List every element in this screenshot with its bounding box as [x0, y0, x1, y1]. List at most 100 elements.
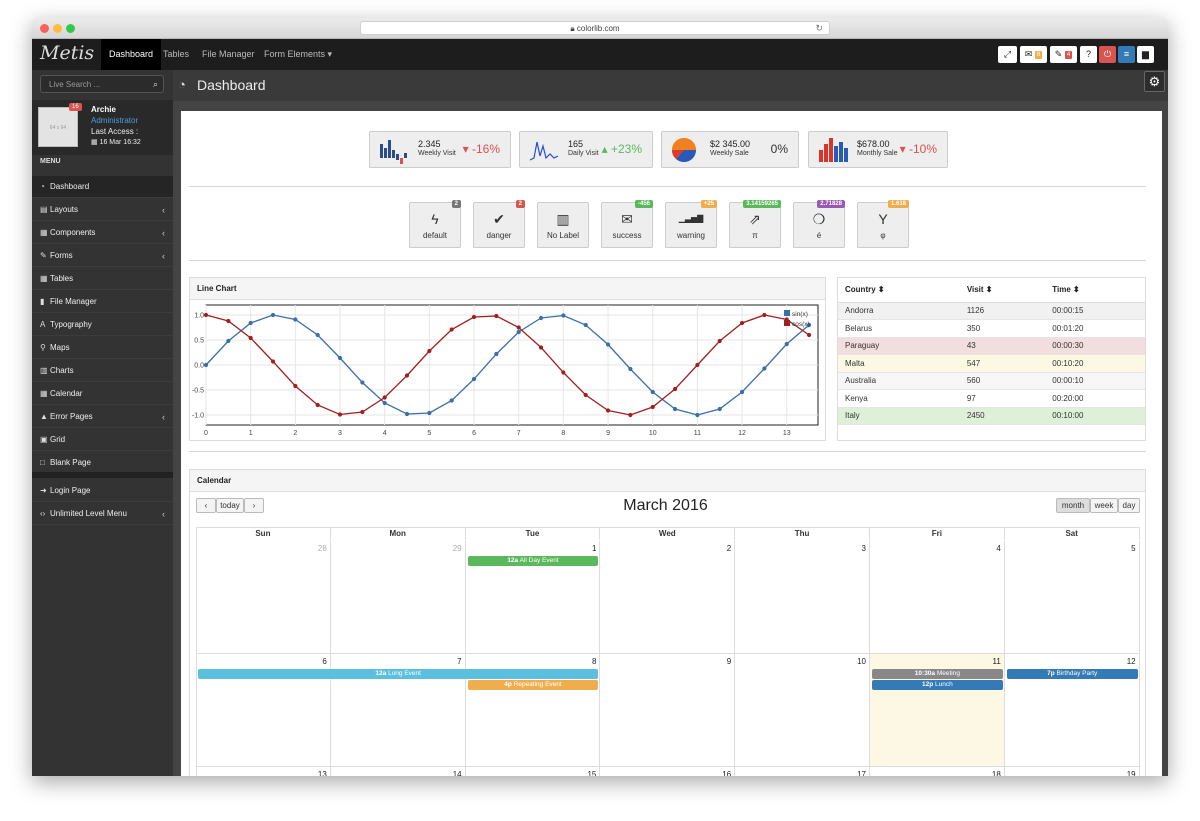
- day-cell[interactable]: 17: [735, 767, 870, 776]
- quick-button-3[interactable]: ✉ success -456: [601, 200, 653, 248]
- day-cell[interactable]: 8: [465, 654, 601, 767]
- reload-icon[interactable]: ↻: [815, 23, 823, 33]
- help-button[interactable]: ?: [1080, 46, 1097, 63]
- day-cell[interactable]: 5: [1004, 541, 1140, 654]
- day-cell[interactable]: 29: [330, 541, 466, 654]
- day-cell[interactable]: 3: [735, 541, 870, 654]
- calendar-event[interactable]: 12p Lunch: [872, 680, 1003, 690]
- chat-button[interactable]: ▆: [1137, 46, 1154, 63]
- day-cell[interactable]: 7: [330, 654, 466, 767]
- calendar-next-button[interactable]: ›: [244, 498, 264, 513]
- sidebar-item-dashboard[interactable]: ◔ Dashboard: [32, 176, 173, 198]
- day-cell[interactable]: 1: [465, 541, 601, 654]
- live-search-input[interactable]: Live Search ... ⌕: [40, 75, 164, 93]
- calendar-event[interactable]: 12a All Day Event: [467, 556, 599, 566]
- quick-button-6[interactable]: ❍ é 2.71828: [793, 200, 845, 248]
- close-window-button[interactable]: [40, 24, 49, 33]
- day-cell[interactable]: 6: [196, 654, 331, 767]
- day-cell[interactable]: 16: [600, 767, 736, 776]
- sidebar-item-calendar[interactable]: ▦ Calendar: [32, 383, 173, 405]
- sidebar-item-tables[interactable]: ▦ Tables: [32, 268, 173, 290]
- col-country[interactable]: Country ⬍: [838, 278, 960, 303]
- sidebar-item-grid[interactable]: ▣ Grid: [32, 429, 173, 451]
- stat-monthly-sale[interactable]: $678.00 Monthly Sale ▾ -10%: [808, 131, 948, 168]
- nav-tables[interactable]: Tables: [163, 49, 190, 59]
- sidebar-item-unlimited-level-menu[interactable]: ‹› Unlimited Level Menu ‹: [32, 503, 173, 525]
- user-role-link[interactable]: Administrator: [91, 116, 139, 125]
- sidebar-item-charts[interactable]: ▥ Charts: [32, 360, 173, 382]
- view-month-button[interactable]: month: [1056, 498, 1090, 513]
- data-point: [628, 366, 633, 372]
- day-cell[interactable]: 9: [600, 654, 736, 767]
- avatar[interactable]: 64 x 64: [38, 107, 78, 147]
- minimize-window-button[interactable]: [53, 24, 62, 33]
- col-visit[interactable]: Visit ⬍: [959, 278, 1046, 303]
- sidebar-item-error-pages[interactable]: ▲ Error Pages ‹: [32, 406, 173, 428]
- sidebar-item-forms[interactable]: ✎ Forms ‹: [32, 245, 173, 267]
- calendar-event[interactable]: 7p Birthday Party: [1006, 669, 1138, 679]
- nav-form-elements[interactable]: Form Elements ▾: [264, 49, 333, 59]
- quick-button-4[interactable]: ▁▃▅▇ warning +25: [665, 200, 717, 248]
- day-cell[interactable]: 13: [196, 767, 331, 776]
- address-bar[interactable]: 🔒︎ colorlib.com ↻: [360, 21, 830, 35]
- fullscreen-button[interactable]: ⤢: [998, 46, 1017, 63]
- calendar-today-button[interactable]: today: [216, 498, 244, 513]
- sidebar-item-file-manager[interactable]: ▮ File Manager: [32, 291, 173, 313]
- day-cell[interactable]: 4: [870, 541, 1005, 654]
- stat-daily-visit[interactable]: 165 Daily Visit ▴ +23%: [519, 131, 653, 168]
- mail-button[interactable]: ✉ 8: [1020, 46, 1047, 63]
- series-line-1: [205, 314, 810, 416]
- data-point: [494, 351, 499, 357]
- calendar-event[interactable]: 12a Long Event: [198, 669, 599, 679]
- day-cell[interactable]: 10: [735, 654, 870, 767]
- quick-button-2[interactable]: ▥ No Label: [537, 202, 589, 248]
- legend-swatch: [784, 310, 790, 316]
- day-number: 7: [457, 657, 462, 666]
- day-cell[interactable]: 12: [1004, 654, 1140, 767]
- calendar-event[interactable]: 10:30a Meeting: [872, 669, 1003, 679]
- logo[interactable]: Metis: [40, 42, 95, 64]
- quick-button-0[interactable]: ϟ default 2: [409, 200, 461, 248]
- stat-weekly-sale[interactable]: $2 345.00 Weekly Sale 0%: [661, 131, 799, 168]
- power-button[interactable]: ⏻: [1099, 46, 1116, 63]
- day-cell[interactable]: 14: [331, 767, 466, 776]
- data-point: [404, 373, 410, 378]
- day-number: 1: [591, 544, 597, 553]
- quick-button-label: success: [612, 231, 642, 240]
- sidebar-item-layouts[interactable]: ▤ Layouts ‹: [32, 199, 173, 221]
- envelope-icon: ✉: [1024, 49, 1033, 59]
- sidebar-item-components[interactable]: ▦ Components ‹: [32, 222, 173, 244]
- comments-button[interactable]: ✎ 4: [1050, 46, 1077, 63]
- quick-button-1[interactable]: ✔ danger 2: [473, 200, 525, 248]
- calendar-prev-button[interactable]: ‹: [196, 498, 216, 513]
- search-icon[interactable]: ⌕: [152, 79, 158, 89]
- day-cell[interactable]: 15: [466, 767, 601, 776]
- col-time[interactable]: Time ⬍: [1045, 278, 1145, 303]
- stat-label: Weekly Visit: [418, 150, 456, 157]
- stat-weekly-visit[interactable]: 2.345 Weekly Visit ▾ -16%: [369, 131, 511, 168]
- sidebar-item-typography[interactable]: A Typography: [32, 314, 173, 336]
- sidebar-item-blank-page[interactable]: □ Blank Page: [32, 452, 173, 474]
- data-point: [628, 412, 633, 418]
- quick-button-5[interactable]: ⇗ π 3.14159265: [729, 200, 781, 248]
- cell-visit: 97: [959, 389, 1046, 408]
- sidebar-item-maps[interactable]: ⚲ Maps: [32, 337, 173, 359]
- view-day-button[interactable]: day: [1118, 498, 1140, 513]
- menu-toggle-button[interactable]: ≡: [1118, 46, 1135, 63]
- nav-dashboard[interactable]: Dashboard: [101, 39, 162, 70]
- settings-button[interactable]: ⚙: [1144, 71, 1165, 92]
- data-point: [494, 313, 499, 319]
- sidebar-item-login-page[interactable]: ➜ Login Page: [32, 480, 173, 502]
- nav-file-manager[interactable]: File Manager: [202, 49, 255, 59]
- day-cell[interactable]: 19: [1005, 767, 1140, 776]
- quick-button-badge: 3.14159265: [743, 200, 781, 208]
- day-cell[interactable]: 28: [196, 541, 331, 654]
- table-row: Paraguay 43 00:00:30: [838, 337, 1145, 355]
- view-week-button[interactable]: week: [1090, 498, 1118, 513]
- data-point: [382, 400, 387, 406]
- calendar-event[interactable]: 4p Repeating Event: [467, 680, 599, 690]
- maximize-window-button[interactable]: [66, 24, 75, 33]
- day-cell[interactable]: 18: [870, 767, 1005, 776]
- day-cell[interactable]: 2: [600, 541, 736, 654]
